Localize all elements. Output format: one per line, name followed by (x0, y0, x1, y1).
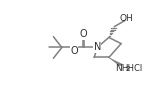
Polygon shape (108, 57, 123, 66)
Text: 2: 2 (125, 66, 129, 72)
Text: ·HCl: ·HCl (125, 64, 142, 73)
Text: NH: NH (115, 64, 129, 73)
Text: N: N (94, 42, 101, 52)
Text: O: O (70, 46, 78, 56)
Text: O: O (80, 29, 87, 39)
Text: OH: OH (120, 14, 133, 23)
